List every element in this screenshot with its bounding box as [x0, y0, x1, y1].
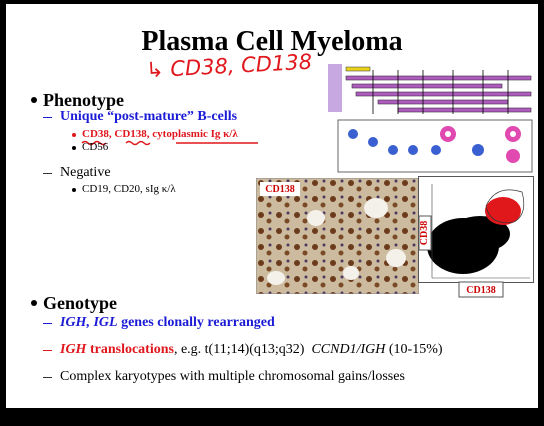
list-item: IGH translocations, e.g. t(11;14)(q13;q3… [60, 343, 443, 357]
slide: Plasma Cell Myeloma ↳ CD38, CD138 Phenot… [6, 4, 538, 408]
gene-names: IGH, IGL [60, 315, 118, 330]
text: (10-15%) [385, 342, 443, 357]
text: genes clonally rearranged [117, 315, 275, 330]
gene-name: CCND1/IGH [311, 342, 386, 357]
heading: Phenotype [43, 90, 124, 110]
dash [43, 323, 52, 325]
figure-label: CD138 [265, 184, 294, 195]
marker-item: CD19, CD20, sIg κ/λ [82, 183, 176, 195]
flow-plot: CD38 CD138 [418, 176, 534, 298]
gene-name: IGH [60, 342, 87, 357]
bullet [72, 146, 76, 150]
list-item: IGH, IGL genes clonally rearranged [60, 316, 275, 330]
list-item: Complex karyotypes with multiple chromos… [60, 369, 405, 384]
bullet [72, 133, 76, 137]
marker-item: CD38, CD138, cytoplasmic Ig κ/λ [82, 128, 238, 140]
dash [43, 117, 52, 119]
dash [43, 350, 52, 352]
subheading: Negative [60, 165, 111, 180]
dash [43, 173, 52, 175]
heading: Genotype [43, 293, 117, 313]
axis-label: CD138 [466, 285, 495, 296]
bullet [31, 300, 37, 306]
marker-item: CD56 [82, 141, 109, 153]
dash [43, 377, 52, 379]
text: translocations [86, 342, 174, 357]
subheading: Unique “post-mature” B-cells [60, 109, 238, 124]
bullet [72, 188, 76, 192]
micrograph: CD138 [256, 178, 419, 294]
handwritten-note: ↳ CD38, CD138 [145, 49, 313, 83]
axis-label: CD38 [419, 221, 430, 245]
text: , e.g. t(11;14)(q13;q32) [173, 342, 312, 357]
bullet [31, 97, 37, 103]
underline-scribble [81, 140, 258, 146]
title: Plasma Cell Myeloma [141, 26, 403, 57]
maturation-diagram [328, 64, 533, 173]
